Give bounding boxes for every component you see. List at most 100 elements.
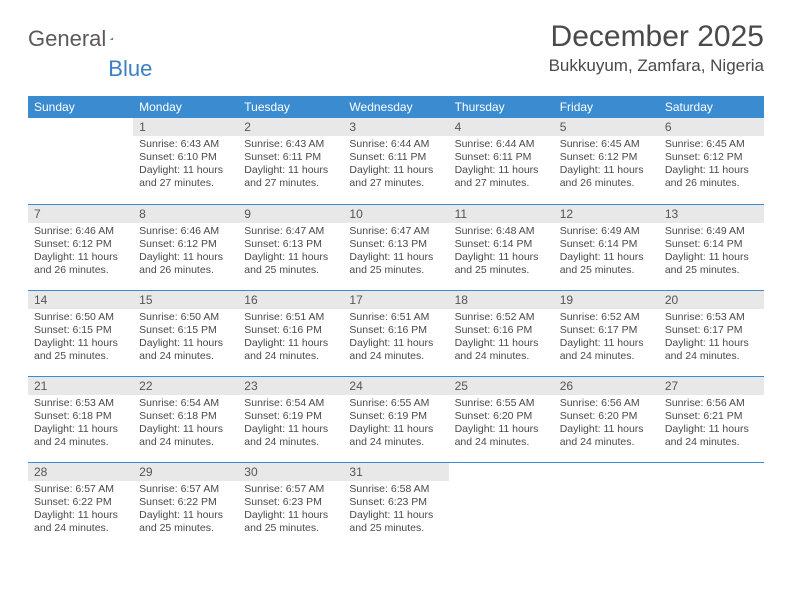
- day-number: 29: [133, 463, 238, 481]
- day-number: 9: [238, 205, 343, 223]
- day-details: Sunrise: 6:53 AMSunset: 6:18 PMDaylight:…: [28, 395, 133, 454]
- day-number: 23: [238, 377, 343, 395]
- sunset-text: Sunset: 6:11 PM: [349, 151, 442, 164]
- sunrise-text: Sunrise: 6:57 AM: [139, 483, 232, 496]
- daylight-text: Daylight: 11 hours and 24 minutes.: [349, 423, 442, 449]
- sunset-text: Sunset: 6:19 PM: [244, 410, 337, 423]
- daylight-text: Daylight: 11 hours and 26 minutes.: [34, 251, 127, 277]
- sunrise-text: Sunrise: 6:50 AM: [139, 311, 232, 324]
- sunset-text: Sunset: 6:11 PM: [455, 151, 548, 164]
- calendar-cell: 24Sunrise: 6:55 AMSunset: 6:19 PMDayligh…: [343, 376, 448, 462]
- calendar-cell: 25Sunrise: 6:55 AMSunset: 6:20 PMDayligh…: [449, 376, 554, 462]
- sunset-text: Sunset: 6:23 PM: [244, 496, 337, 509]
- dayhdr-sat: Saturday: [659, 96, 764, 118]
- daylight-text: Daylight: 11 hours and 27 minutes.: [139, 164, 232, 190]
- calendar-cell: 3Sunrise: 6:44 AMSunset: 6:11 PMDaylight…: [343, 118, 448, 204]
- day-number: 11: [449, 205, 554, 223]
- calendar-cell: 13Sunrise: 6:49 AMSunset: 6:14 PMDayligh…: [659, 204, 764, 290]
- daylight-text: Daylight: 11 hours and 24 minutes.: [665, 337, 758, 363]
- day-details: Sunrise: 6:43 AMSunset: 6:10 PMDaylight:…: [133, 136, 238, 195]
- sunset-text: Sunset: 6:23 PM: [349, 496, 442, 509]
- day-number: 17: [343, 291, 448, 309]
- sunset-text: Sunset: 6:20 PM: [560, 410, 653, 423]
- calendar-cell: 19Sunrise: 6:52 AMSunset: 6:17 PMDayligh…: [554, 290, 659, 376]
- day-details: Sunrise: 6:52 AMSunset: 6:17 PMDaylight:…: [554, 309, 659, 368]
- sunrise-text: Sunrise: 6:49 AM: [560, 225, 653, 238]
- sunset-text: Sunset: 6:16 PM: [244, 324, 337, 337]
- calendar-cell: 28Sunrise: 6:57 AMSunset: 6:22 PMDayligh…: [28, 462, 133, 548]
- sunset-text: Sunset: 6:13 PM: [349, 238, 442, 251]
- sunrise-text: Sunrise: 6:54 AM: [139, 397, 232, 410]
- sunrise-text: Sunrise: 6:51 AM: [349, 311, 442, 324]
- day-details: Sunrise: 6:54 AMSunset: 6:19 PMDaylight:…: [238, 395, 343, 454]
- month-title: December 2025: [549, 20, 764, 54]
- sunrise-text: Sunrise: 6:44 AM: [455, 138, 548, 151]
- calendar-cell: 23Sunrise: 6:54 AMSunset: 6:19 PMDayligh…: [238, 376, 343, 462]
- sunset-text: Sunset: 6:14 PM: [455, 238, 548, 251]
- dayhdr-sun: Sunday: [28, 96, 133, 118]
- sunrise-text: Sunrise: 6:49 AM: [665, 225, 758, 238]
- daylight-text: Daylight: 11 hours and 25 minutes.: [349, 509, 442, 535]
- calendar-cell: [28, 118, 133, 204]
- sunrise-text: Sunrise: 6:44 AM: [349, 138, 442, 151]
- day-number: 19: [554, 291, 659, 309]
- location-subtitle: Bukkuyum, Zamfara, Nigeria: [549, 56, 764, 76]
- day-details: Sunrise: 6:48 AMSunset: 6:14 PMDaylight:…: [449, 223, 554, 282]
- dayhdr-mon: Monday: [133, 96, 238, 118]
- sunset-text: Sunset: 6:21 PM: [665, 410, 758, 423]
- sunrise-text: Sunrise: 6:45 AM: [665, 138, 758, 151]
- sunrise-text: Sunrise: 6:56 AM: [665, 397, 758, 410]
- dayhdr-fri: Friday: [554, 96, 659, 118]
- sunset-text: Sunset: 6:20 PM: [455, 410, 548, 423]
- calendar-cell: 4Sunrise: 6:44 AMSunset: 6:11 PMDaylight…: [449, 118, 554, 204]
- day-number: 1: [133, 118, 238, 136]
- day-number: 25: [449, 377, 554, 395]
- daylight-text: Daylight: 11 hours and 24 minutes.: [455, 423, 548, 449]
- day-details: Sunrise: 6:52 AMSunset: 6:16 PMDaylight:…: [449, 309, 554, 368]
- sunset-text: Sunset: 6:10 PM: [139, 151, 232, 164]
- sunrise-text: Sunrise: 6:52 AM: [560, 311, 653, 324]
- calendar-cell: 1Sunrise: 6:43 AMSunset: 6:10 PMDaylight…: [133, 118, 238, 204]
- calendar-week-row: 28Sunrise: 6:57 AMSunset: 6:22 PMDayligh…: [28, 462, 764, 548]
- sunset-text: Sunset: 6:12 PM: [560, 151, 653, 164]
- calendar-cell: 9Sunrise: 6:47 AMSunset: 6:13 PMDaylight…: [238, 204, 343, 290]
- day-details: Sunrise: 6:58 AMSunset: 6:23 PMDaylight:…: [343, 481, 448, 540]
- calendar-cell: [449, 462, 554, 548]
- day-details: Sunrise: 6:49 AMSunset: 6:14 PMDaylight:…: [659, 223, 764, 282]
- daylight-text: Daylight: 11 hours and 24 minutes.: [244, 423, 337, 449]
- daylight-text: Daylight: 11 hours and 24 minutes.: [139, 337, 232, 363]
- sunset-text: Sunset: 6:14 PM: [665, 238, 758, 251]
- day-details: Sunrise: 6:56 AMSunset: 6:21 PMDaylight:…: [659, 395, 764, 454]
- calendar-cell: [659, 462, 764, 548]
- day-details: Sunrise: 6:50 AMSunset: 6:15 PMDaylight:…: [133, 309, 238, 368]
- calendar-cell: 17Sunrise: 6:51 AMSunset: 6:16 PMDayligh…: [343, 290, 448, 376]
- sunset-text: Sunset: 6:16 PM: [349, 324, 442, 337]
- day-number: 28: [28, 463, 133, 481]
- day-number: 6: [659, 118, 764, 136]
- day-number: 10: [343, 205, 448, 223]
- day-number: 15: [133, 291, 238, 309]
- calendar-cell: 21Sunrise: 6:53 AMSunset: 6:18 PMDayligh…: [28, 376, 133, 462]
- day-details: Sunrise: 6:49 AMSunset: 6:14 PMDaylight:…: [554, 223, 659, 282]
- calendar-cell: 22Sunrise: 6:54 AMSunset: 6:18 PMDayligh…: [133, 376, 238, 462]
- calendar-cell: 20Sunrise: 6:53 AMSunset: 6:17 PMDayligh…: [659, 290, 764, 376]
- day-number: 31: [343, 463, 448, 481]
- daylight-text: Daylight: 11 hours and 24 minutes.: [665, 423, 758, 449]
- calendar-week-row: 7Sunrise: 6:46 AMSunset: 6:12 PMDaylight…: [28, 204, 764, 290]
- sunset-text: Sunset: 6:17 PM: [560, 324, 653, 337]
- calendar-cell: 27Sunrise: 6:56 AMSunset: 6:21 PMDayligh…: [659, 376, 764, 462]
- day-details: Sunrise: 6:47 AMSunset: 6:13 PMDaylight:…: [238, 223, 343, 282]
- daylight-text: Daylight: 11 hours and 24 minutes.: [244, 337, 337, 363]
- calendar-week-row: 1Sunrise: 6:43 AMSunset: 6:10 PMDaylight…: [28, 118, 764, 204]
- day-details: Sunrise: 6:50 AMSunset: 6:15 PMDaylight:…: [28, 309, 133, 368]
- day-number: 22: [133, 377, 238, 395]
- day-details: Sunrise: 6:55 AMSunset: 6:20 PMDaylight:…: [449, 395, 554, 454]
- sunrise-text: Sunrise: 6:56 AM: [560, 397, 653, 410]
- calendar-cell: 8Sunrise: 6:46 AMSunset: 6:12 PMDaylight…: [133, 204, 238, 290]
- day-number: 8: [133, 205, 238, 223]
- day-details: Sunrise: 6:55 AMSunset: 6:19 PMDaylight:…: [343, 395, 448, 454]
- day-details: Sunrise: 6:56 AMSunset: 6:20 PMDaylight:…: [554, 395, 659, 454]
- day-details: Sunrise: 6:45 AMSunset: 6:12 PMDaylight:…: [554, 136, 659, 195]
- dayhdr-tue: Tuesday: [238, 96, 343, 118]
- daylight-text: Daylight: 11 hours and 25 minutes.: [560, 251, 653, 277]
